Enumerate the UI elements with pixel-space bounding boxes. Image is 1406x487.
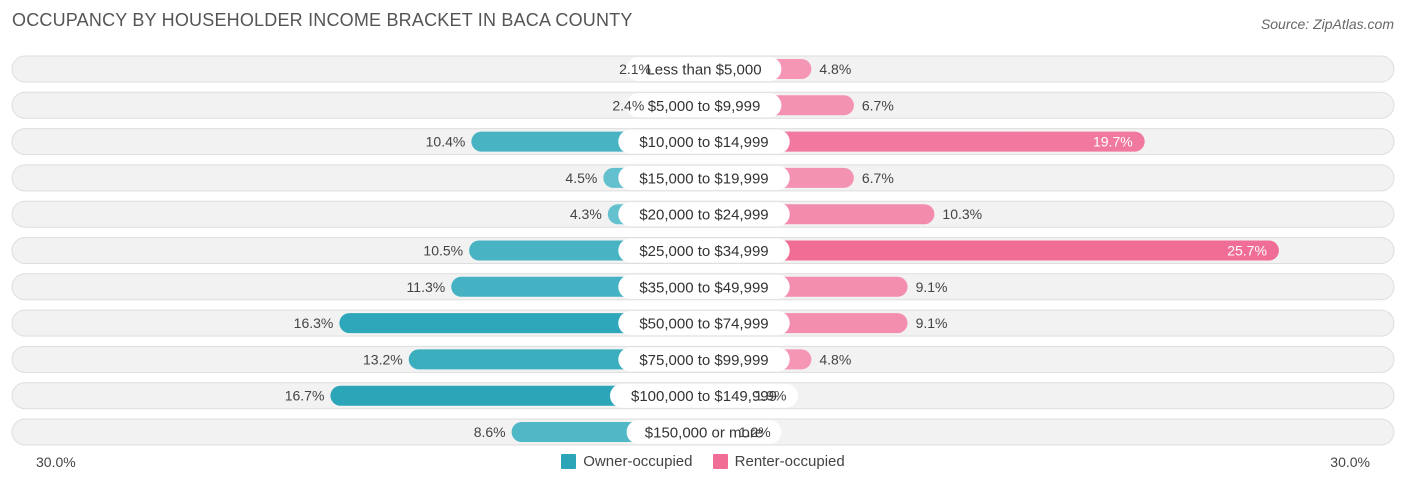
renter-value-label: 10.3% (942, 206, 982, 222)
owner-value-label: 2.1% (619, 61, 651, 77)
category-label-pill (610, 383, 798, 408)
renter-value-label: 9.1% (916, 315, 948, 331)
category-label-pill (618, 274, 790, 299)
renter-value-label: 1.2% (739, 424, 771, 440)
owner-value-label: 16.7% (285, 388, 325, 404)
legend-item-renter[interactable]: Renter-occupied (712, 453, 845, 470)
owner-value-label: 10.4% (426, 134, 466, 150)
category-label: $150,000 or more (645, 425, 763, 442)
legend: Owner-occupied Renter-occupied (0, 453, 1406, 473)
owner-bar[interactable] (330, 385, 704, 406)
renter-value-label: 6.7% (862, 170, 894, 186)
legend-item-owner[interactable]: Owner-occupied (561, 453, 692, 470)
owner-value-label: 13.2% (363, 351, 403, 367)
category-label-pill (618, 311, 790, 336)
renter-value-label: 19.7% (1093, 134, 1133, 150)
category-label: $20,000 to $24,999 (639, 207, 768, 224)
category-label: $5,000 to $9,999 (648, 98, 761, 115)
owner-value-label: 8.6% (474, 424, 506, 440)
renter-value-label: 4.8% (819, 61, 851, 77)
axis-min-label: 30.0% (36, 454, 76, 470)
category-label-pill (618, 165, 790, 190)
renter-value-label: 9.1% (916, 279, 948, 295)
category-label-pill (618, 347, 790, 372)
category-label: $25,000 to $34,999 (639, 243, 768, 260)
legend-label-owner: Owner-occupied (583, 453, 693, 470)
chart-title: OCCUPANCY BY HOUSEHOLDER INCOME BRACKET … (12, 10, 633, 30)
category-label: $50,000 to $74,999 (639, 316, 768, 333)
axis-max-label: 30.0% (1330, 454, 1370, 470)
category-label: $100,000 to $149,999 (631, 388, 777, 405)
owner-value-label: 16.3% (294, 315, 334, 331)
legend-swatch-owner (561, 454, 577, 469)
renter-value-label: 6.7% (862, 97, 894, 113)
category-label-pill (626, 420, 782, 444)
category-label-pill (626, 93, 782, 118)
owner-bar[interactable] (339, 313, 704, 334)
owner-value-label: 4.3% (570, 206, 602, 222)
renter-bar[interactable] (704, 131, 1145, 152)
category-label-pill (618, 238, 790, 263)
owner-value-label: 4.5% (565, 170, 597, 186)
category-label-pill (618, 129, 790, 154)
source-label[interactable]: Source: ZipAtlas.com (1260, 16, 1394, 32)
legend-label-renter: Renter-occupied (734, 453, 845, 470)
renter-value-label: 4.8% (819, 351, 851, 367)
legend-swatch-renter (712, 454, 728, 469)
renter-value-label: 1.9% (755, 388, 787, 404)
category-label: $10,000 to $14,999 (639, 134, 768, 151)
category-label: Less than $5,000 (646, 62, 761, 79)
renter-value-label: 25.7% (1227, 243, 1267, 259)
category-label: $35,000 to $49,999 (639, 279, 768, 296)
category-label: $75,000 to $99,999 (639, 352, 768, 369)
category-label-pill (618, 202, 790, 227)
owner-value-label: 2.4% (612, 97, 644, 113)
owner-value-label: 11.3% (407, 279, 446, 295)
renter-bar[interactable] (704, 240, 1279, 261)
owner-value-label: 10.5% (423, 243, 463, 259)
category-label: $15,000 to $19,999 (639, 170, 768, 187)
category-label-pill (626, 57, 782, 81)
